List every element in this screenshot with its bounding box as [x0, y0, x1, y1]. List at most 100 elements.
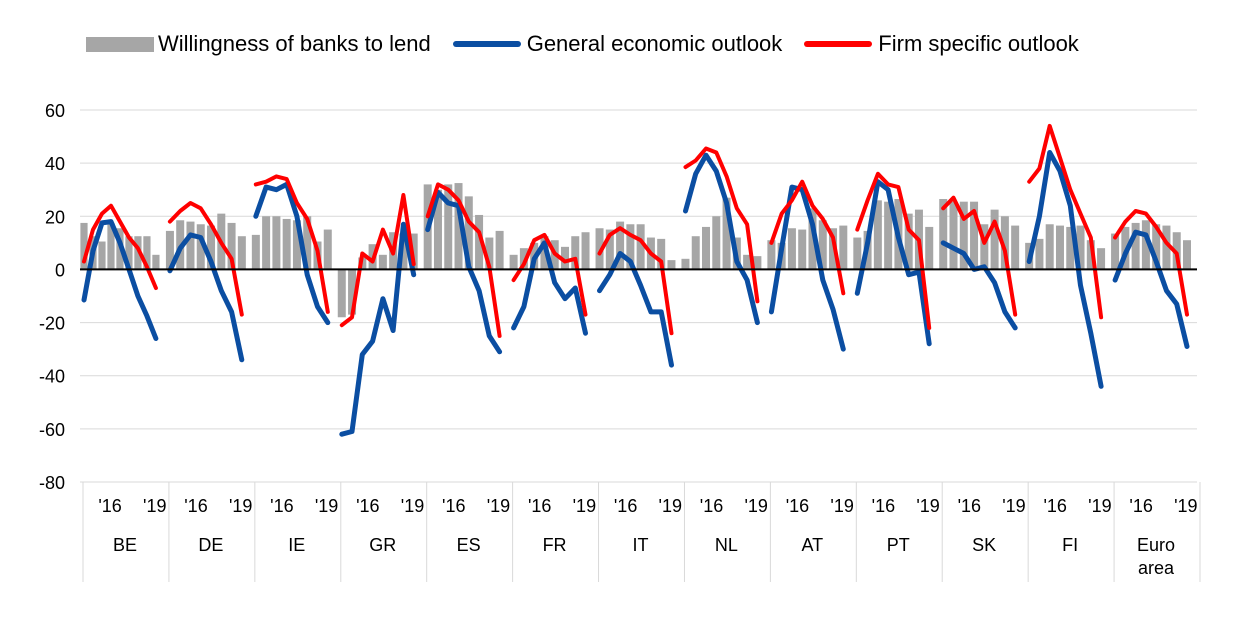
lending-bar — [207, 225, 216, 270]
lending-bar — [1111, 233, 1120, 270]
general-outlook-line — [768, 184, 846, 352]
lending-bar — [560, 246, 569, 270]
lending-bar — [464, 196, 473, 270]
lending-bar — [743, 254, 752, 270]
lending-bar — [186, 221, 195, 270]
lending-bar — [605, 229, 614, 270]
legend-label-general: General economic outlook — [526, 31, 783, 56]
lending-bar — [1035, 238, 1044, 270]
firm-outlook-line — [1113, 209, 1189, 317]
lending-bar — [884, 201, 893, 270]
lending-bar — [1141, 220, 1150, 270]
x-year-tick-label: '16 — [356, 496, 379, 516]
lending-bar — [485, 237, 494, 270]
lending-bar — [433, 189, 442, 270]
firm-outlook-line — [425, 182, 502, 338]
lending-bar — [1076, 225, 1085, 270]
lending-bar — [616, 221, 625, 270]
lending-bar — [475, 214, 484, 270]
lending-bar — [98, 241, 106, 270]
lending-bar — [196, 224, 205, 270]
x-year-tick-label: '16 — [270, 496, 293, 516]
x-country-label: DE — [198, 535, 223, 555]
legend-label-firm: Firm specific outlook — [878, 31, 1079, 56]
firm-outlook-line — [253, 174, 330, 314]
general-outlook-line — [425, 189, 503, 355]
x-year-tick-label: '16 — [614, 496, 637, 516]
firm-outlook-line — [1027, 123, 1104, 320]
lending-bar — [444, 184, 453, 270]
x-year-tick-label: '19 — [916, 496, 939, 516]
lending-bar — [143, 236, 151, 270]
lending-bar — [1162, 225, 1171, 270]
y-tick-label: -20 — [39, 314, 65, 334]
x-year-tick-label: '16 — [786, 496, 809, 516]
lending-bar — [1183, 240, 1191, 270]
x-year-tick-label: '16 — [700, 496, 723, 516]
firm-outlook-line — [769, 179, 846, 296]
y-tick-label: 20 — [45, 207, 65, 227]
lending-bar — [767, 240, 776, 270]
lending-bar — [787, 228, 796, 270]
lending-bar — [853, 237, 862, 270]
general-outlook-line — [167, 232, 245, 363]
lending-bar — [595, 228, 604, 270]
lending-bar — [454, 183, 463, 270]
x-year-tick-label: '19 — [315, 496, 338, 516]
x-year-tick-label: '16 — [1129, 496, 1152, 516]
lending-bar — [348, 269, 357, 315]
legend-label-bars: Willingness of banks to lend — [158, 31, 431, 56]
y-axis: 60 40 20 0 -20 -40 -60 -80 — [39, 101, 65, 493]
lending-bar — [722, 197, 731, 270]
lending-bar — [125, 236, 133, 270]
legend-item-bars: Willingness of banks to lend — [86, 31, 431, 57]
x-country-label: AT — [802, 535, 824, 555]
lending-bar — [399, 233, 408, 270]
x-year-tick-label: '19 — [1002, 496, 1025, 516]
legend-item-firm: Firm specific outlook — [804, 31, 1079, 57]
lending-bar — [237, 236, 246, 270]
lending-bar — [1131, 222, 1140, 270]
lending-bar — [990, 209, 999, 270]
x-country-label: Euro — [1137, 535, 1175, 555]
lending-bar — [292, 220, 301, 270]
y-tick-label: 40 — [45, 154, 65, 174]
y-tick-label: 60 — [45, 101, 65, 121]
lending-bar — [904, 213, 913, 270]
lending-bar — [272, 216, 281, 270]
x-year-tick-label: '16 — [98, 496, 121, 516]
x-year-tick-label: '16 — [528, 496, 551, 516]
lending-bar — [571, 236, 580, 270]
lending-bar — [808, 208, 817, 270]
x-year-tick-label: '16 — [1043, 496, 1066, 516]
lending-bar — [753, 256, 762, 270]
general-outlook-line — [511, 240, 588, 336]
x-year-tick-label: '19 — [1174, 496, 1197, 516]
lending-bar — [839, 225, 848, 270]
general-outlook-line — [253, 181, 331, 326]
x-country-label: PT — [887, 535, 910, 555]
firm-outlook-line — [683, 146, 760, 304]
lending-bar — [303, 216, 312, 270]
x-country-label: area — [1138, 558, 1175, 578]
general-outlook-line — [81, 219, 159, 341]
lending-bar — [925, 226, 934, 270]
lending-bar — [227, 222, 236, 270]
x-country-label: GR — [369, 535, 396, 555]
lending-bar — [939, 199, 948, 270]
y-tick-label: 0 — [55, 260, 65, 280]
firm-outlook-line — [82, 203, 158, 290]
lending-bar — [107, 222, 115, 270]
lending-bar — [1066, 226, 1075, 270]
lending-bar — [636, 224, 645, 270]
lending-bar — [657, 238, 666, 270]
lending-bar — [1000, 216, 1009, 270]
x-country-label: FI — [1062, 535, 1078, 555]
x-country-label: ES — [457, 535, 481, 555]
x-year-tick-label: '19 — [830, 496, 853, 516]
lending-bar — [519, 248, 528, 270]
lending-bar — [1097, 248, 1106, 270]
lending-bar — [959, 201, 968, 270]
lending-bar — [1045, 224, 1054, 270]
x-year-tick-label: '19 — [744, 496, 767, 516]
